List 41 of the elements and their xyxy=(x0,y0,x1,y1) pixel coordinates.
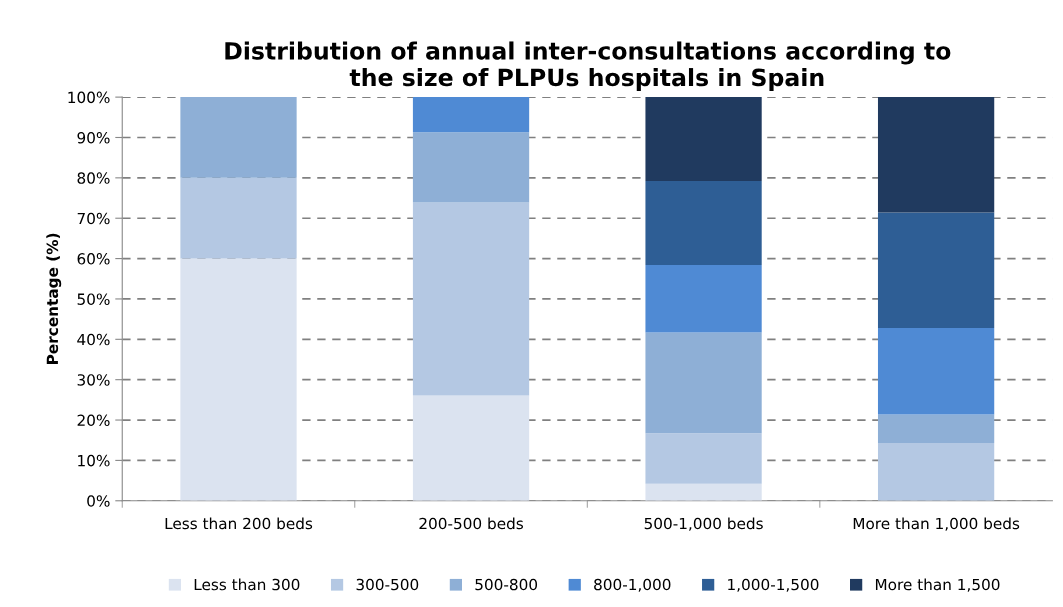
bar xyxy=(877,328,995,415)
bar xyxy=(877,443,995,501)
x-tick-label: 200-500 beds xyxy=(419,517,524,530)
bar xyxy=(645,332,762,434)
bar xyxy=(645,483,762,501)
y-tick-label: 10% xyxy=(78,454,110,467)
x-tick-label: Less than 200 beds xyxy=(165,517,313,530)
bar xyxy=(412,395,530,501)
legend-label: 800-1,000 xyxy=(594,578,671,592)
legend-label: 500-800 xyxy=(475,578,538,591)
y-tick-label: 60% xyxy=(77,253,110,265)
y-tick-label: 100% xyxy=(68,91,110,104)
legend-label: 300-500 xyxy=(356,578,419,591)
x-tick-label: More than 1,000 beds xyxy=(853,517,1020,531)
bar xyxy=(877,212,995,329)
bar xyxy=(645,97,762,182)
y-tick-label: 70% xyxy=(77,212,110,225)
legend-label: 1,000-1,500 xyxy=(728,578,819,592)
bar xyxy=(412,97,530,133)
bar xyxy=(877,97,995,213)
y-tick-label: 50% xyxy=(77,293,110,305)
legend-label: More than 1,500 xyxy=(875,578,1000,592)
y-tick-label: 30% xyxy=(77,374,110,386)
bar xyxy=(877,414,995,444)
legend-label: Less than 300 xyxy=(194,578,300,591)
y-tick-label: 0% xyxy=(87,495,110,507)
bar xyxy=(180,177,297,259)
y-tick-label: 90% xyxy=(77,131,110,144)
chart-title: Distribution of annual inter-consultations according to the size of PLPUs hospitals in Spain xyxy=(225,41,951,91)
y-axis-title: Percentage (%) xyxy=(46,233,62,364)
bar xyxy=(645,181,762,266)
y-tick-label: 80% xyxy=(77,172,110,184)
bar xyxy=(180,97,297,178)
bar xyxy=(412,132,530,203)
x-tick-label: 500-1,000 beds xyxy=(644,517,763,531)
bar xyxy=(412,202,530,396)
y-tick-label: 40% xyxy=(77,333,110,346)
y-tick-label: 20% xyxy=(77,414,110,427)
bar xyxy=(645,433,762,484)
bar xyxy=(645,265,762,333)
bar xyxy=(180,258,297,501)
